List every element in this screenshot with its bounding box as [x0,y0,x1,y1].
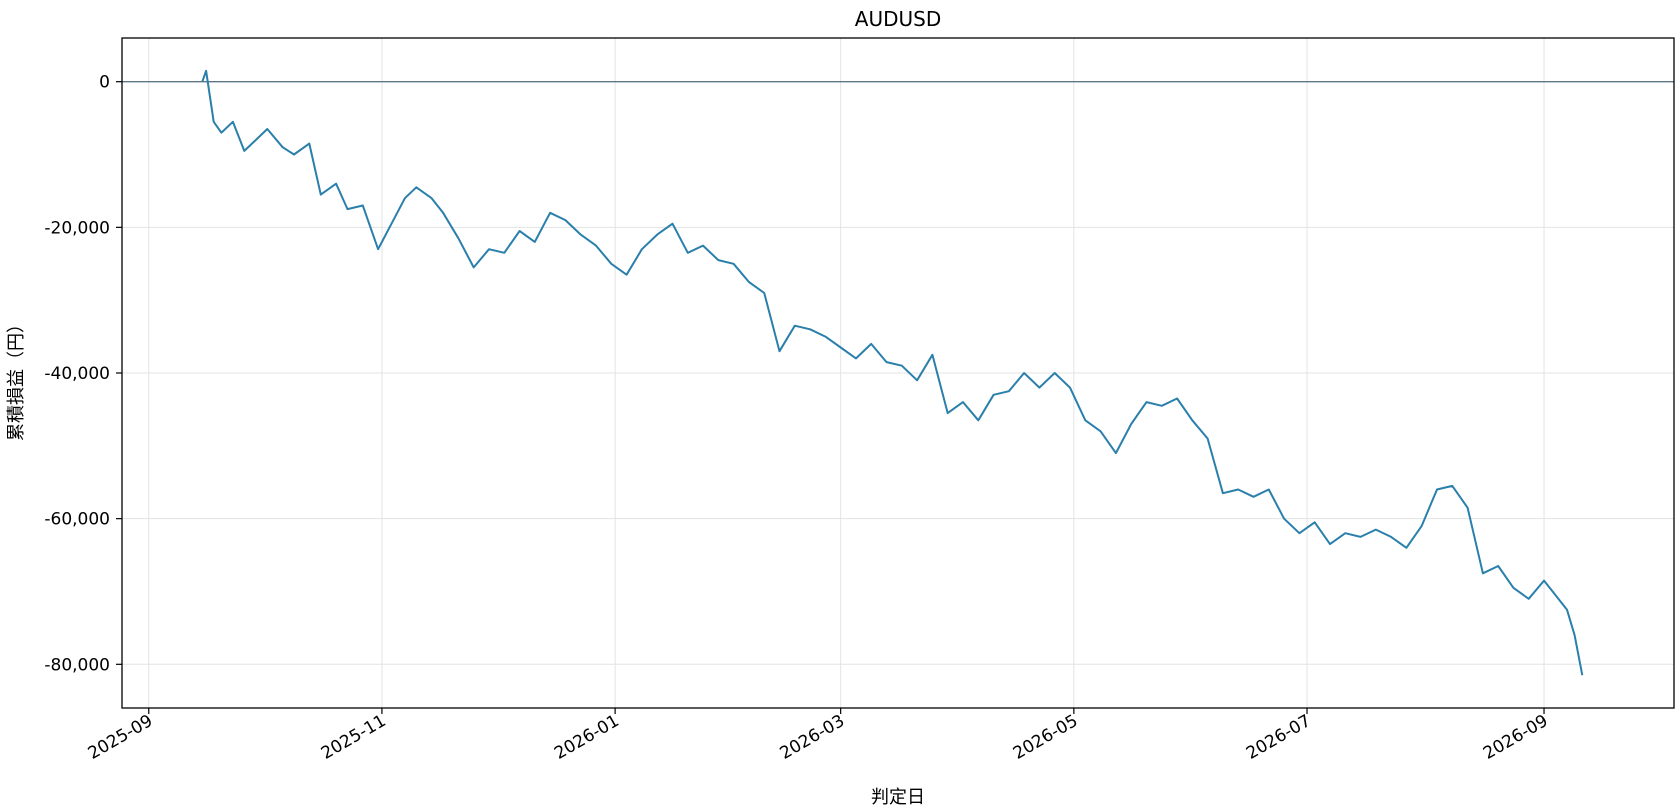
x-tick-label: 2026-09 [1480,711,1552,764]
x-tick-label: 2026-07 [1243,711,1315,764]
x-tick-label: 2025-11 [318,711,390,764]
x-tick-label: 2026-05 [1010,711,1082,764]
chart-title: AUDUSD [855,7,941,31]
x-axis: 2025-09 2025-11 2026-01 2026-03 2026-05 2026-… [85,708,1552,764]
y-axis: 0 -20,000 -40,000 -60,000 -80,000 [44,73,122,675]
y-tick-label: -20,000 [44,218,110,238]
y-tick-label: -80,000 [44,655,110,675]
y-tick-label: -40,000 [44,364,110,384]
grid [122,38,1674,708]
x-tick-label: 2026-03 [777,711,849,764]
y-tick-label: -60,000 [44,510,110,530]
series-line [201,69,1584,676]
x-tick-label: 2025-09 [85,711,157,764]
x-tick-label: 2026-01 [551,711,623,764]
y-tick-label: 0 [99,73,110,93]
y-axis-label: 累積損益（円） [6,315,27,441]
x-axis-label: 判定日 [871,787,925,808]
